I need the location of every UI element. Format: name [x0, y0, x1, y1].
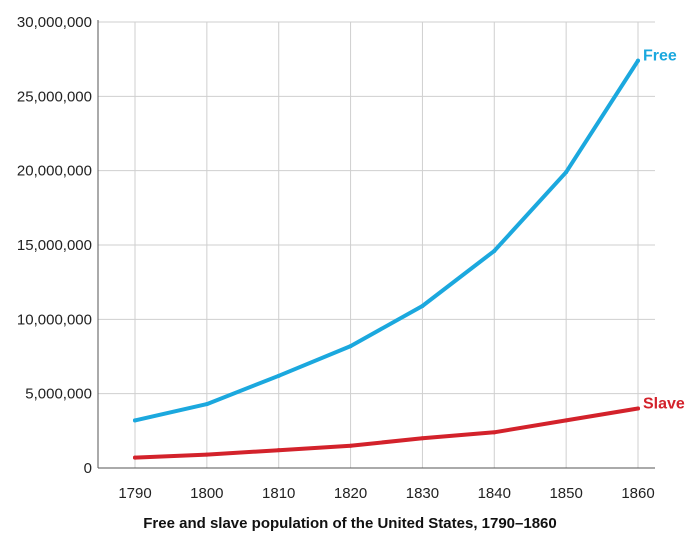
y-tick-label: 0	[84, 460, 92, 477]
free-series-line	[133, 58, 640, 423]
x-tick-label: 1820	[334, 485, 367, 500]
free-data-point	[204, 402, 209, 407]
slave-data-point	[348, 443, 353, 448]
slave-data-point	[636, 406, 640, 411]
chart-caption: Free and slave population of the United …	[143, 515, 557, 532]
line-chart-svg: 0 5,000,000 10,000,000 15,000,000 20,000,000…	[17, 14, 685, 500]
y-tick-label: 15,000,000	[17, 237, 92, 254]
slave-data-point	[564, 418, 569, 423]
y-tick-labels: 0 5,000,000 10,000,000 15,000,000 20,000,000…	[17, 14, 92, 477]
free-data-point	[420, 303, 425, 308]
slave-data-point	[133, 455, 137, 460]
x-tick-label: 1840	[478, 485, 511, 500]
x-tick-label: 1800	[190, 485, 223, 500]
free-data-point	[348, 344, 353, 349]
free-data-point	[133, 418, 137, 423]
free-series-label: Free	[643, 48, 677, 65]
slave-data-point	[276, 448, 281, 453]
y-tick-label: 10,000,000	[17, 311, 92, 328]
x-tick-label: 1790	[118, 485, 151, 500]
slave-data-point	[204, 452, 209, 457]
y-tick-label: 25,000,000	[17, 88, 92, 105]
x-tick-labels: 1790 1800 1810 1820 1830 1840 1850 1860	[118, 485, 654, 500]
free-data-point	[636, 58, 640, 63]
series: Free Slave	[133, 48, 685, 460]
y-tick-label: 20,000,000	[17, 163, 92, 180]
x-tick-label: 1810	[262, 485, 295, 500]
x-tick-label: 1860	[621, 485, 654, 500]
y-tick-label: 5,000,000	[25, 386, 92, 403]
free-data-point	[492, 248, 497, 253]
free-data-point	[564, 170, 569, 175]
grid	[98, 21, 655, 468]
free-data-point	[276, 373, 281, 378]
x-tick-label: 1830	[406, 485, 439, 500]
slave-series-line	[133, 406, 640, 460]
slave-series-label: Slave	[643, 396, 685, 413]
axes	[97, 20, 655, 469]
x-tick-label: 1850	[549, 485, 582, 500]
y-tick-label: 30,000,000	[17, 14, 92, 31]
slave-data-point	[492, 430, 497, 435]
slave-data-point	[420, 436, 425, 441]
